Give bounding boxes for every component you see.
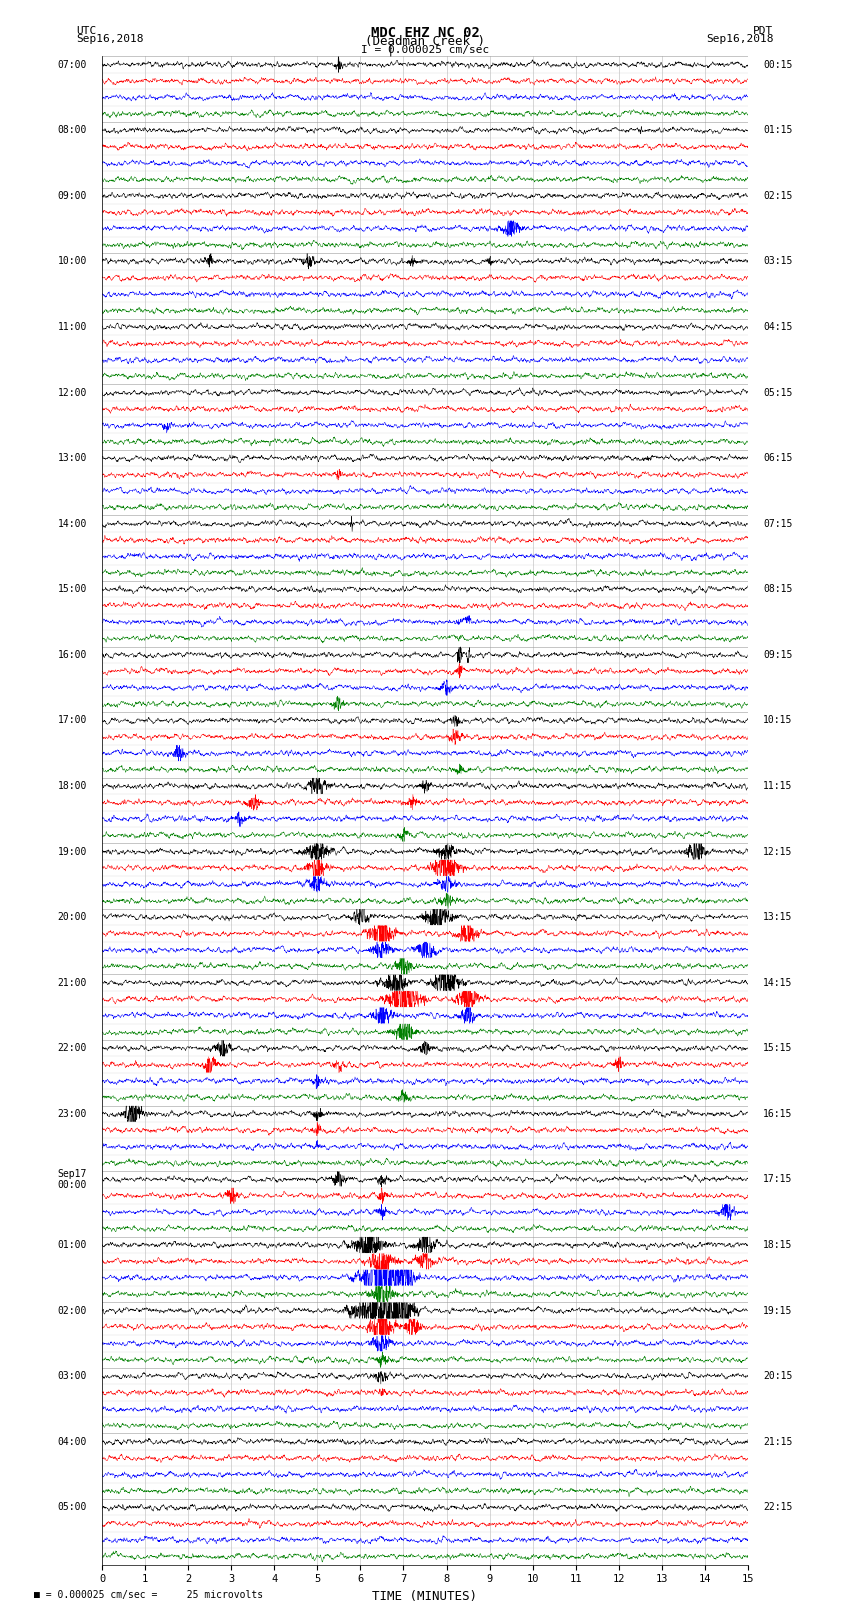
Text: 21:00: 21:00 <box>58 977 87 987</box>
Text: 19:00: 19:00 <box>58 847 87 857</box>
Text: 22:00: 22:00 <box>58 1044 87 1053</box>
Text: I = 0.000025 cm/sec: I = 0.000025 cm/sec <box>361 45 489 55</box>
Text: 01:15: 01:15 <box>763 126 792 135</box>
Text: UTC: UTC <box>76 26 97 35</box>
Text: ■ = 0.000025 cm/sec =     25 microvolts: ■ = 0.000025 cm/sec = 25 microvolts <box>34 1590 264 1600</box>
Text: 17:15: 17:15 <box>763 1174 792 1184</box>
Text: 15:15: 15:15 <box>763 1044 792 1053</box>
Text: 16:00: 16:00 <box>58 650 87 660</box>
Text: 10:15: 10:15 <box>763 716 792 726</box>
Text: 21:15: 21:15 <box>763 1437 792 1447</box>
X-axis label: TIME (MINUTES): TIME (MINUTES) <box>372 1590 478 1603</box>
Text: Sep16,2018: Sep16,2018 <box>706 34 774 44</box>
Text: 04:00: 04:00 <box>58 1437 87 1447</box>
Text: 13:15: 13:15 <box>763 911 792 923</box>
Text: 11:15: 11:15 <box>763 781 792 790</box>
Text: 07:00: 07:00 <box>58 60 87 69</box>
Text: 14:00: 14:00 <box>58 519 87 529</box>
Text: 10:00: 10:00 <box>58 256 87 266</box>
Text: 20:15: 20:15 <box>763 1371 792 1381</box>
Text: 22:15: 22:15 <box>763 1502 792 1513</box>
Text: 12:00: 12:00 <box>58 387 87 397</box>
Text: (Deadman Creek ): (Deadman Creek ) <box>365 35 485 48</box>
Text: 05:15: 05:15 <box>763 387 792 397</box>
Text: 02:15: 02:15 <box>763 190 792 200</box>
Text: MDC EHZ NC 02: MDC EHZ NC 02 <box>371 26 479 40</box>
Text: 16:15: 16:15 <box>763 1108 792 1119</box>
Text: Sep16,2018: Sep16,2018 <box>76 34 144 44</box>
Text: 09:00: 09:00 <box>58 190 87 200</box>
Text: PDT: PDT <box>753 26 774 35</box>
Text: 03:15: 03:15 <box>763 256 792 266</box>
Text: 04:15: 04:15 <box>763 323 792 332</box>
Text: 12:15: 12:15 <box>763 847 792 857</box>
Text: 07:15: 07:15 <box>763 519 792 529</box>
Text: 08:15: 08:15 <box>763 584 792 594</box>
Text: 14:15: 14:15 <box>763 977 792 987</box>
Text: 09:15: 09:15 <box>763 650 792 660</box>
Text: 02:00: 02:00 <box>58 1305 87 1316</box>
Text: 18:00: 18:00 <box>58 781 87 790</box>
Text: 13:00: 13:00 <box>58 453 87 463</box>
Text: Sep17
00:00: Sep17 00:00 <box>58 1168 87 1190</box>
Text: 18:15: 18:15 <box>763 1240 792 1250</box>
Text: 03:00: 03:00 <box>58 1371 87 1381</box>
Text: 20:00: 20:00 <box>58 911 87 923</box>
Text: |: | <box>388 44 394 56</box>
Text: 11:00: 11:00 <box>58 323 87 332</box>
Text: 06:15: 06:15 <box>763 453 792 463</box>
Text: 01:00: 01:00 <box>58 1240 87 1250</box>
Text: 00:15: 00:15 <box>763 60 792 69</box>
Text: 05:00: 05:00 <box>58 1502 87 1513</box>
Text: 08:00: 08:00 <box>58 126 87 135</box>
Text: 15:00: 15:00 <box>58 584 87 594</box>
Text: 17:00: 17:00 <box>58 716 87 726</box>
Text: 19:15: 19:15 <box>763 1305 792 1316</box>
Text: 23:00: 23:00 <box>58 1108 87 1119</box>
